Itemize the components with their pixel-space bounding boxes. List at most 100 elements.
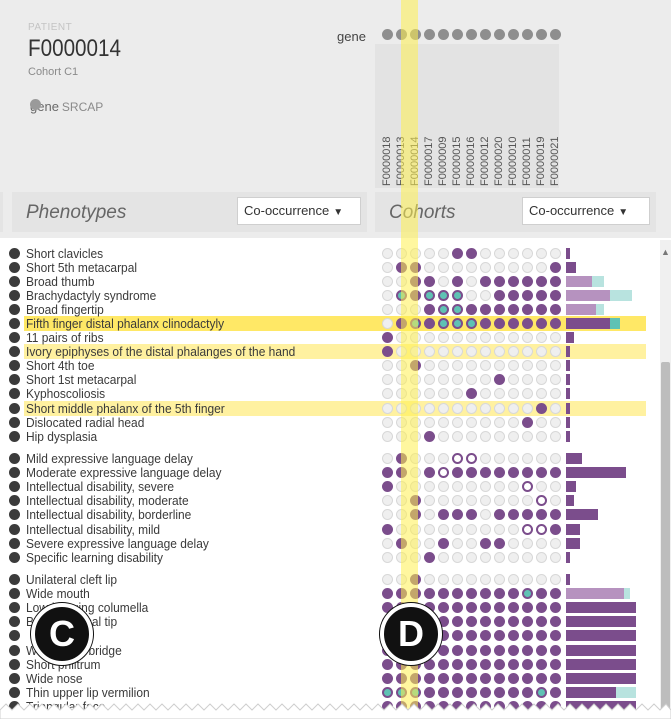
cohort-cell-dot[interactable] (396, 248, 407, 259)
cohort-cell-dot[interactable] (536, 276, 547, 287)
cohort-cell-dot[interactable] (480, 360, 491, 371)
cohort-cell-dot[interactable] (508, 616, 519, 627)
cohort-cell-dot[interactable] (536, 346, 547, 357)
cohort-cell-dot[interactable] (424, 467, 435, 478)
cohort-cell-dot[interactable] (508, 304, 519, 315)
cohort-cell-dot[interactable] (410, 276, 421, 287)
cohort-cell-dot[interactable] (382, 431, 393, 442)
cohort-cell-dot[interactable] (522, 538, 533, 549)
cohort-column-name[interactable]: F0000019 (535, 136, 547, 186)
cohort-cell-dot[interactable] (396, 574, 407, 585)
phenotype-label[interactable]: Short 4th toe (26, 358, 95, 373)
cohort-cell-dot[interactable] (424, 332, 435, 343)
cohort-cell-dot[interactable] (452, 453, 463, 464)
cohort-cell-dot[interactable] (466, 388, 477, 399)
cohort-cell-dot[interactable] (396, 481, 407, 492)
cohort-cell-dot[interactable] (396, 467, 407, 478)
cohort-cell-dot[interactable] (410, 403, 421, 414)
cohort-cell-dot[interactable] (522, 481, 533, 492)
cohort-cell-dot[interactable] (382, 602, 393, 613)
cohort-cell-dot[interactable] (550, 574, 561, 585)
cohort-cell-dot[interactable] (536, 360, 547, 371)
cohort-cell-dot[interactable] (550, 388, 561, 399)
cohort-cell-dot[interactable] (536, 701, 547, 712)
cohort-cell-dot[interactable] (536, 374, 547, 385)
cohort-cell-dot[interactable] (494, 645, 505, 656)
cohort-cell-dot[interactable] (536, 388, 547, 399)
cohort-cell-dot[interactable] (452, 602, 463, 613)
cohort-cell-dot[interactable] (438, 630, 449, 641)
cohort-cell-dot[interactable] (550, 524, 561, 535)
cohort-cell-dot[interactable] (550, 374, 561, 385)
cohort-cell-dot[interactable] (424, 453, 435, 464)
phenotype-label[interactable]: Broad thumb (26, 274, 95, 289)
cohort-cell-dot[interactable] (550, 431, 561, 442)
phenotype-label[interactable]: Dislocated radial head (26, 415, 145, 430)
cohort-cell-dot[interactable] (396, 509, 407, 520)
cohort-cell-dot[interactable] (382, 495, 393, 506)
cohort-cell-dot[interactable] (466, 645, 477, 656)
cohort-cell-dot[interactable] (396, 276, 407, 287)
cohort-cell-dot[interactable] (424, 276, 435, 287)
cohort-cell-dot[interactable] (480, 431, 491, 442)
cohort-cell-dot[interactable] (424, 262, 435, 273)
cohort-cell-dot[interactable] (508, 262, 519, 273)
cohort-cell-dot[interactable] (396, 687, 407, 698)
cohort-cell-dot[interactable] (494, 403, 505, 414)
cohort-cell-dot[interactable] (438, 552, 449, 563)
cohort-column-name[interactable]: F0000016 (465, 136, 477, 186)
cohort-cell-dot[interactable] (452, 538, 463, 549)
cohort-cell-dot[interactable] (522, 588, 533, 599)
cohort-cell-dot[interactable] (522, 431, 533, 442)
cohort-cell-dot[interactable] (438, 701, 449, 712)
cohort-cell-dot[interactable] (522, 388, 533, 399)
cohort-cell-dot[interactable] (438, 276, 449, 287)
cohort-cell-dot[interactable] (508, 403, 519, 414)
cohort-cell-dot[interactable] (494, 388, 505, 399)
cohort-cell-dot[interactable] (424, 659, 435, 670)
cohort-cell-dot[interactable] (522, 673, 533, 684)
cohort-cell-dot[interactable] (536, 509, 547, 520)
cohort-cell-dot[interactable] (550, 616, 561, 627)
phenotype-label[interactable]: Short middle phalanx of the 5th finger (26, 401, 225, 416)
cohort-cell-dot[interactable] (494, 659, 505, 670)
cohort-cell-dot[interactable] (466, 495, 477, 506)
cohort-cell-dot[interactable] (494, 495, 505, 506)
cohort-cell-dot[interactable] (452, 673, 463, 684)
phenotype-label[interactable]: Unilateral cleft lip (26, 572, 118, 587)
cohort-cell-dot[interactable] (410, 388, 421, 399)
cohort-cell-dot[interactable] (550, 687, 561, 698)
cohort-cell-dot[interactable] (550, 495, 561, 506)
cohort-cell-dot[interactable] (508, 248, 519, 259)
cohort-cell-dot[interactable] (522, 262, 533, 273)
cohort-cell-dot[interactable] (382, 588, 393, 599)
cohort-cell-dot[interactable] (494, 673, 505, 684)
cohort-cell-dot[interactable] (452, 588, 463, 599)
cohort-cell-dot[interactable] (494, 552, 505, 563)
cohort-cell-dot[interactable] (494, 467, 505, 478)
cohort-cell-dot[interactable] (536, 417, 547, 428)
cohort-cell-dot[interactable] (536, 630, 547, 641)
phenotypes-sort-select[interactable]: Co-occurrence ▼ (237, 197, 361, 225)
cohort-cell-dot[interactable] (550, 318, 561, 329)
cohort-cell-dot[interactable] (480, 552, 491, 563)
cohort-cell-dot[interactable] (410, 374, 421, 385)
cohort-cell-dot[interactable] (382, 687, 393, 698)
cohort-cell-dot[interactable] (508, 495, 519, 506)
cohort-cell-dot[interactable] (410, 509, 421, 520)
cohort-cell-dot[interactable] (438, 588, 449, 599)
cohort-cell-dot[interactable] (382, 673, 393, 684)
cohort-cell-dot[interactable] (396, 332, 407, 343)
cohort-cell-dot[interactable] (536, 552, 547, 563)
cohort-cell-dot[interactable] (494, 588, 505, 599)
phenotype-label[interactable]: Wide nose (26, 671, 83, 686)
cohort-cell-dot[interactable] (396, 318, 407, 329)
cohort-cell-dot[interactable] (522, 552, 533, 563)
cohort-cell-dot[interactable] (466, 431, 477, 442)
cohort-cell-dot[interactable] (508, 290, 519, 301)
phenotype-label[interactable]: Short clavicles (26, 246, 104, 261)
cohort-cell-dot[interactable] (410, 673, 421, 684)
cohort-cell-dot[interactable] (452, 248, 463, 259)
phenotype-label[interactable]: Intellectual disability, moderate (26, 493, 189, 508)
cohort-cell-dot[interactable] (424, 431, 435, 442)
